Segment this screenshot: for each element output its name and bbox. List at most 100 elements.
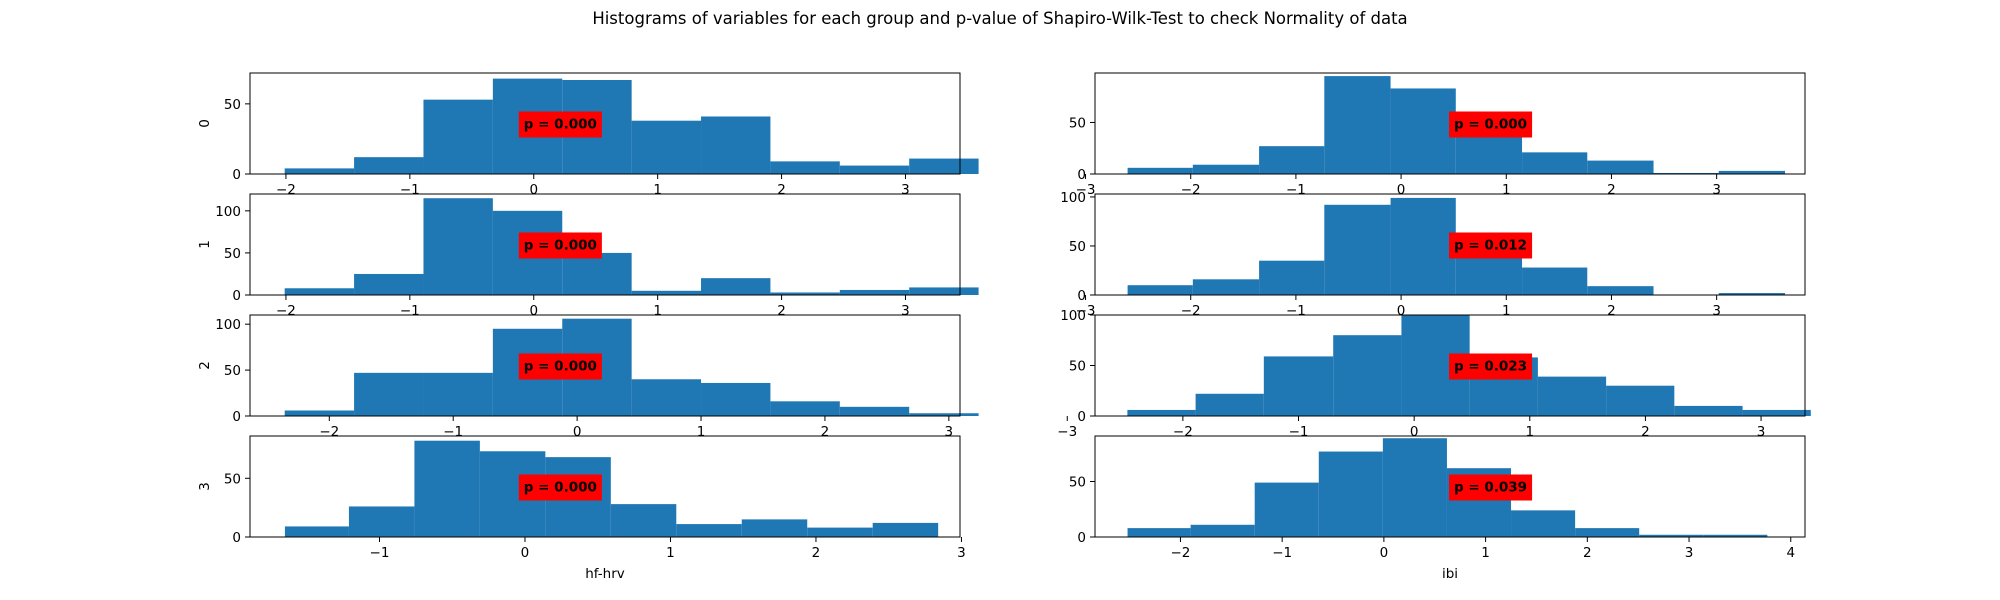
x-tick-label: 2 bbox=[777, 303, 786, 319]
pvalue-annotation: p = 0.023 bbox=[1449, 353, 1533, 380]
pvalue-annotation: p = 0.000 bbox=[518, 232, 602, 259]
histogram-bar bbox=[348, 506, 415, 537]
x-tick-label: −1 bbox=[400, 182, 420, 198]
histogram-bar bbox=[909, 158, 979, 174]
histogram-bar bbox=[423, 99, 493, 174]
histogram-bar bbox=[1703, 534, 1768, 537]
histogram-bar bbox=[1639, 534, 1704, 537]
y-tick-label: 0 bbox=[232, 167, 241, 183]
x-tick-label: −1 bbox=[1272, 545, 1292, 561]
histogram-bar bbox=[354, 273, 424, 295]
histogram-bar bbox=[909, 287, 979, 295]
x-tick-label: 1 bbox=[1502, 182, 1511, 198]
histogram-bar bbox=[1259, 146, 1325, 174]
x-tick-label: −3 bbox=[1057, 424, 1077, 440]
pvalue-text: p = 0.039 bbox=[1454, 480, 1527, 496]
y-tick-label: 0 bbox=[232, 288, 241, 304]
y-tick-label: 50 bbox=[1069, 115, 1086, 131]
x-tick-label: 2 bbox=[1641, 424, 1650, 440]
pvalue-annotation: p = 0.012 bbox=[1449, 232, 1533, 259]
histogram-bar bbox=[1127, 285, 1193, 295]
y-tick-label: 50 bbox=[224, 363, 241, 379]
histogram-bar bbox=[1195, 393, 1264, 416]
histogram-bar bbox=[1718, 293, 1786, 295]
histogram-bar bbox=[631, 379, 702, 416]
histogram-bar bbox=[770, 292, 840, 295]
pvalue-text: p = 0.000 bbox=[524, 117, 597, 133]
x-tick-label: 1 bbox=[666, 545, 675, 561]
histogram-bar bbox=[1382, 438, 1447, 537]
histogram-bar bbox=[1333, 335, 1402, 416]
y-tick-label: 0 bbox=[232, 530, 241, 546]
x-tick-label: 3 bbox=[1712, 303, 1721, 319]
histogram-bar bbox=[839, 165, 910, 174]
histogram-bar bbox=[423, 372, 493, 416]
pvalue-box bbox=[1449, 474, 1533, 501]
x-tick-label: 3 bbox=[901, 303, 910, 319]
x-tick-label: 1 bbox=[1525, 424, 1534, 440]
histogram-bar bbox=[284, 526, 349, 537]
histogram-bar bbox=[610, 504, 677, 537]
figure-title: Histograms of variables for each group a… bbox=[592, 9, 1407, 28]
x-tick-label: 1 bbox=[653, 303, 662, 319]
y-tick-label: 50 bbox=[1069, 239, 1086, 255]
y-tick-label: 0 bbox=[1077, 409, 1086, 425]
pvalue-text: p = 0.000 bbox=[524, 480, 597, 496]
y-tick-label: 50 bbox=[1069, 359, 1086, 375]
x-tick-label: −3 bbox=[1076, 182, 1096, 198]
x-tick-label: 2 bbox=[777, 182, 786, 198]
panels: −2 −1 0 1 2 3 0 50 0 p = 0.000 −3 −2 −1 0 1 2 3 0 50 p = 0.… bbox=[197, 72, 1811, 582]
histogram-bar bbox=[1192, 279, 1260, 295]
pvalue-annotation: p = 0.000 bbox=[518, 474, 602, 501]
y-tick-label: 50 bbox=[224, 471, 241, 487]
y-tick-label: 0 bbox=[232, 409, 241, 425]
histogram-bar bbox=[1190, 524, 1255, 537]
x-tick-label: 0 bbox=[1380, 545, 1389, 561]
y-axis-label: 2 bbox=[197, 361, 213, 370]
histogram-bar bbox=[701, 116, 771, 174]
histogram-bar bbox=[284, 410, 355, 416]
axes-frame bbox=[249, 193, 961, 296]
panel-3-0: −1 0 1 2 3 0 50 3 hf-hrv p = 0.000 bbox=[197, 435, 966, 582]
pvalue-annotation: p = 0.000 bbox=[1449, 111, 1533, 138]
x-tick-label: −1 bbox=[1286, 303, 1306, 319]
x-tick-label: −2 bbox=[1181, 182, 1201, 198]
histogram-bar bbox=[1653, 172, 1719, 174]
x-tick-label: 4 bbox=[1786, 545, 1795, 561]
x-tick-label: 3 bbox=[1757, 424, 1766, 440]
histogram-bar bbox=[1742, 409, 1811, 416]
pvalue-box bbox=[1449, 353, 1533, 380]
pvalue-box bbox=[1449, 111, 1533, 138]
histogram-bar bbox=[1390, 197, 1456, 295]
x-tick-label: 1 bbox=[697, 424, 706, 440]
pvalue-box bbox=[518, 232, 602, 259]
x-tick-label: 2 bbox=[1583, 545, 1592, 561]
histogram-bar bbox=[1575, 528, 1640, 537]
y-tick-label: 100 bbox=[1060, 190, 1086, 206]
y-tick-label: 100 bbox=[1060, 308, 1086, 324]
x-tick-label: −1 bbox=[443, 424, 463, 440]
y-tick-label: 50 bbox=[224, 246, 241, 262]
x-axis-label: hf-hrv bbox=[585, 566, 625, 582]
histogram-bar bbox=[839, 289, 910, 295]
x-tick-label: −2 bbox=[1170, 545, 1190, 561]
histogram-bar bbox=[354, 157, 424, 174]
x-tick-label: 1 bbox=[1481, 545, 1490, 561]
y-axis-label: 1 bbox=[197, 240, 213, 249]
x-tick-label: 2 bbox=[821, 424, 830, 440]
histogram-bar bbox=[1522, 152, 1588, 174]
histogram-bar bbox=[1263, 356, 1334, 416]
axes-frame bbox=[249, 435, 961, 538]
histogram-bar bbox=[741, 519, 808, 537]
histogram-bar bbox=[701, 278, 771, 295]
histogram-bar bbox=[1587, 286, 1654, 295]
x-tick-label: 2 bbox=[812, 545, 821, 561]
histogram-bar bbox=[872, 522, 939, 537]
histogram-bar bbox=[562, 252, 632, 295]
histogram-bar bbox=[1127, 528, 1191, 537]
axes-frame bbox=[1094, 193, 1806, 296]
histogram-bar bbox=[284, 288, 355, 295]
pvalue-text: p = 0.023 bbox=[1454, 359, 1527, 375]
panel-2-0: −2 −1 0 1 2 3 0 50 100 2 p = 0.000 bbox=[197, 314, 979, 440]
